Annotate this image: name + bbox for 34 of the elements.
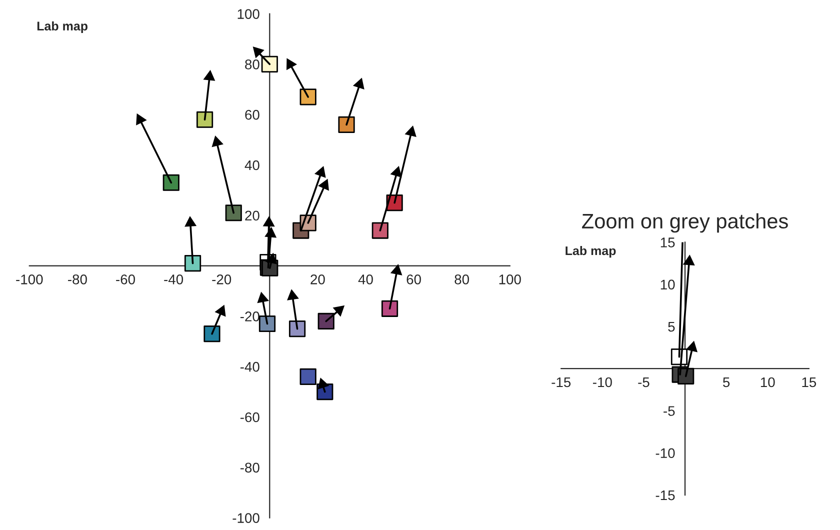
y-tick-label: 40 [244, 160, 260, 170]
y-tick-label: -60 [240, 412, 260, 422]
x-tick-label: -60 [116, 274, 135, 284]
annotation: Lab map [37, 21, 88, 33]
annotation: Lab map [566, 246, 616, 258]
y-tick-label: -40 [240, 362, 260, 372]
x-tick-label: 10 [760, 377, 775, 388]
x-tick-label: 60 [406, 274, 421, 284]
x-tick-label: 80 [454, 274, 470, 284]
chart-title: Zoom on grey patches [582, 213, 788, 233]
y-tick-label: -5 [664, 406, 675, 416]
x-tick-label: 100 [499, 274, 521, 284]
x-tick-label: -40 [164, 274, 184, 284]
y-tick-label: 60 [245, 110, 260, 120]
y-tick-label: -80 [240, 462, 260, 473]
x-tick-label: -80 [68, 274, 87, 284]
y-tick-label: 80 [245, 60, 260, 70]
y-tick-label: -20 [240, 312, 260, 322]
y-tick-label: 15 [660, 238, 675, 248]
y-tick-label: -100 [232, 513, 260, 523]
x-tick-label: -5 [638, 377, 650, 388]
x-tick-label: -10 [593, 377, 612, 388]
y-tick-label: -15 [656, 490, 675, 500]
x-tick-label: -20 [212, 274, 232, 284]
x-tick-label: 5 [723, 377, 730, 388]
y-tick-label: -10 [656, 448, 675, 458]
y-tick-label: 100 [238, 9, 260, 19]
x-tick-label: 15 [802, 377, 816, 388]
x-tick-label: -15 [552, 377, 571, 388]
x-tick-label: 20 [310, 274, 325, 284]
y-tick-label: 20 [245, 210, 260, 221]
y-tick-label: 5 [668, 322, 675, 332]
x-tick-label: -100 [16, 274, 43, 284]
x-tick-label: 40 [358, 274, 373, 284]
